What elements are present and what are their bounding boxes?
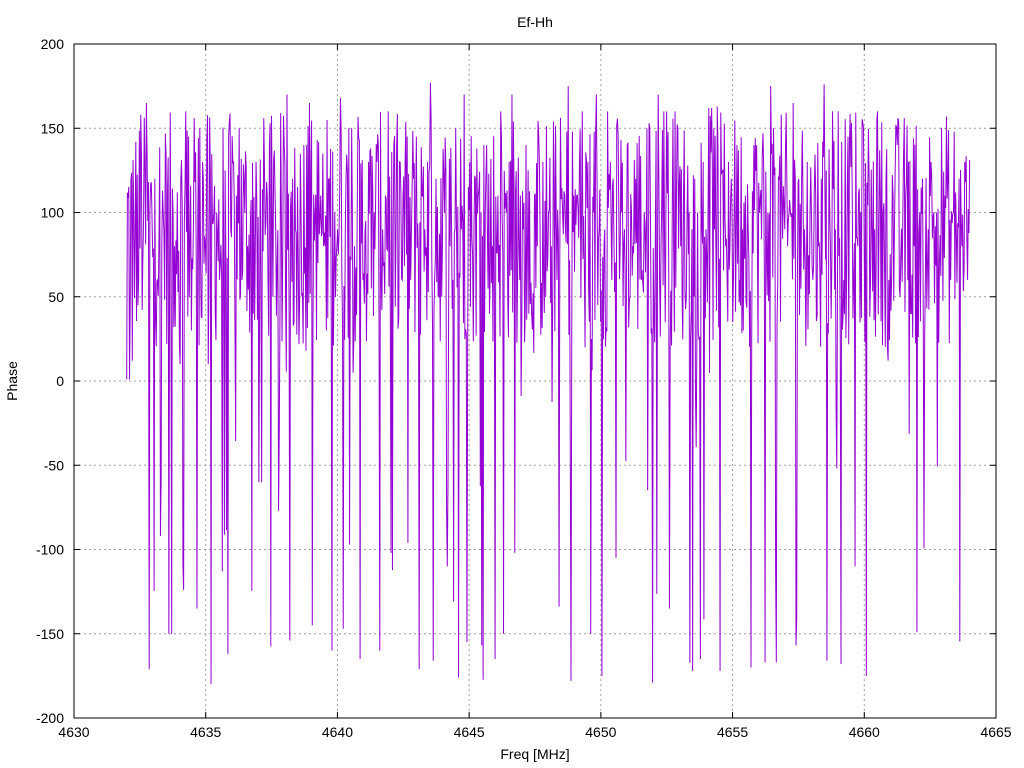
x-tick-label: 4655	[717, 724, 748, 740]
x-tick-label: 4645	[454, 724, 485, 740]
x-tick-label: 4630	[58, 724, 89, 740]
y-tick-label: 150	[41, 120, 65, 136]
series-line	[126, 82, 971, 685]
x-tick-label: 4635	[190, 724, 221, 740]
y-tick-label: 200	[41, 36, 65, 52]
y-tick-label: 50	[48, 289, 64, 305]
x-axis-label: Freq [MHz]	[500, 746, 569, 762]
y-tick-label: -100	[36, 542, 64, 558]
y-tick-label: -150	[36, 626, 64, 642]
x-tick-label: 4640	[322, 724, 353, 740]
chart-title: Ef-Hh	[517, 14, 553, 30]
axis-ticks: 4630 4635 4640 4645 4650 4655 4660 4665 -200 -150…	[36, 36, 1012, 740]
x-tick-label: 4650	[585, 724, 616, 740]
grid-lines	[74, 44, 996, 718]
series-group	[126, 82, 971, 685]
x-tick-label: 4665	[980, 724, 1011, 740]
y-axis-label: Phase	[4, 361, 20, 401]
y-tick-label: 100	[41, 205, 65, 221]
y-tick-label: 0	[56, 373, 64, 389]
x-tick-label: 4660	[849, 724, 880, 740]
y-tick-label: -200	[36, 710, 64, 726]
y-tick-label: -50	[44, 457, 64, 473]
